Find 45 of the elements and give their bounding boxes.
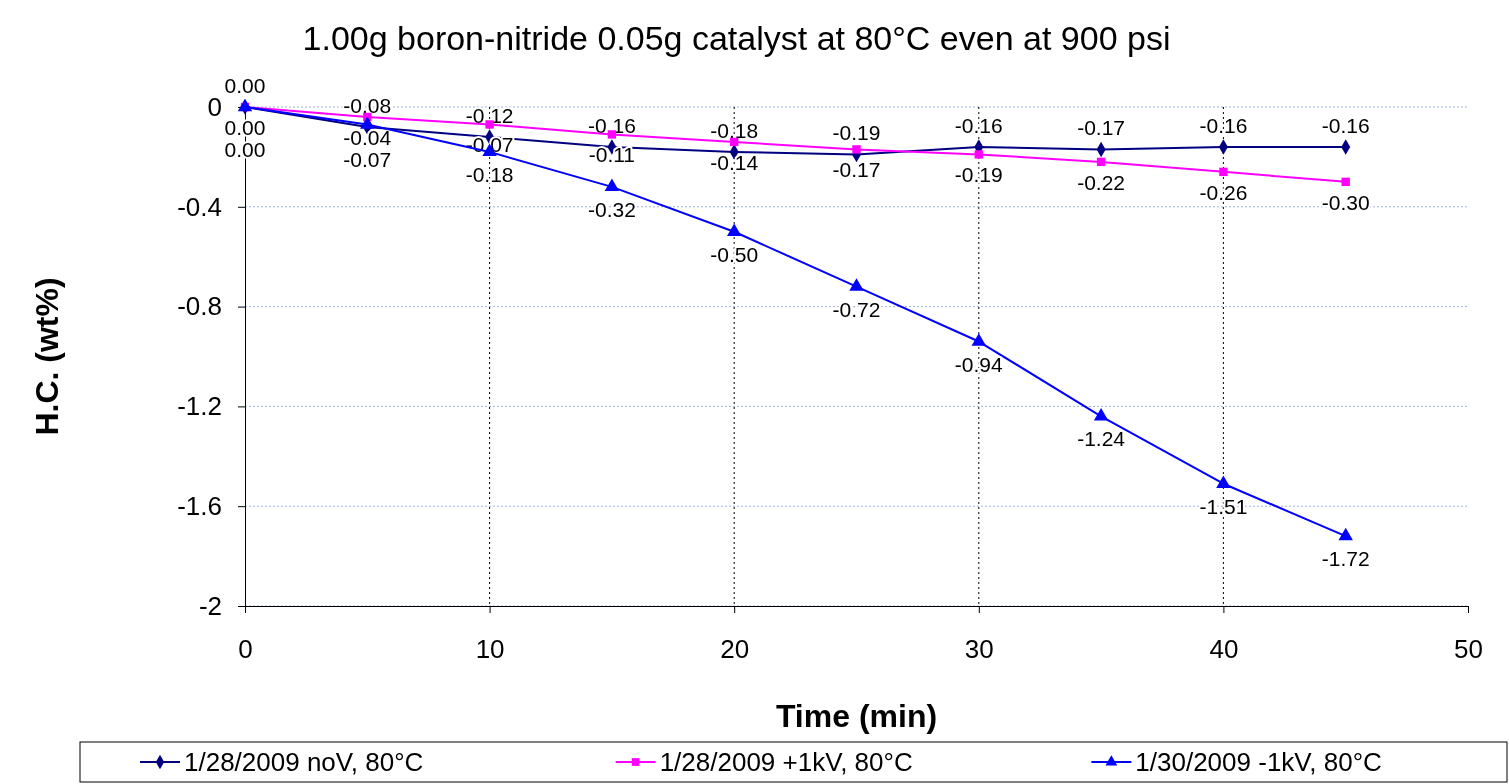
data-label: -0.19 (954, 163, 1003, 187)
chart-title: 1.00g boron-nitride 0.05g catalyst at 80°C even at 900 psi (302, 19, 1171, 57)
data-label: -0.11 (588, 143, 636, 167)
data-label: -0.17 (832, 158, 881, 182)
legend-label: 1/28/2009 noV, 80°C (184, 747, 424, 777)
data-label: -0.16 (954, 113, 1003, 137)
legend-label: 1/28/2009 +1kV, 80°C (659, 747, 913, 777)
data-label: -0.72 (832, 297, 881, 321)
x-tick-label: 30 (964, 633, 994, 664)
y-tick-label: -0.8 (177, 291, 222, 322)
data-label: -0.50 (710, 242, 759, 266)
data-label: -0.26 (1199, 180, 1248, 204)
x-axis-title: Time (min) (775, 698, 938, 734)
data-label: 0.00 (224, 74, 266, 97)
data-label: -1.51 (1199, 494, 1248, 518)
x-tick-label: 50 (1454, 633, 1483, 664)
y-tick-label: -1.6 (177, 491, 222, 522)
data-label: -0.14 (710, 150, 759, 174)
data-label: -0.12 (465, 103, 514, 127)
y-tick-label: 0 (207, 91, 222, 122)
data-label: -0.07 (343, 147, 392, 171)
legend-label: 1/30/2009 -1kV, 80°C (1135, 747, 1382, 777)
x-tick-label: 10 (475, 633, 505, 664)
data-label: -0.16 (1321, 113, 1370, 137)
data-label: -0.22 (1077, 170, 1126, 194)
data-label: -0.08 (343, 93, 392, 117)
data-label: -0.16 (587, 113, 636, 137)
data-label: -0.18 (465, 162, 514, 186)
data-label: -0.19 (832, 121, 881, 145)
data-label: -0.04 (343, 125, 392, 149)
y-tick-label: -2 (198, 590, 222, 621)
x-tick-label: 20 (720, 633, 750, 664)
data-label: -1.24 (1077, 427, 1126, 451)
data-label: -0.94 (954, 352, 1004, 376)
y-axis-title: H.C. (wt%) (29, 277, 65, 436)
y-tick-label: -1.2 (177, 391, 222, 422)
data-label: -0.17 (1077, 116, 1126, 140)
y-tick-label: -0.4 (177, 191, 222, 222)
data-label: -0.30 (1321, 190, 1370, 214)
data-label: -0.16 (1199, 113, 1248, 137)
data-label: -0.32 (587, 197, 636, 221)
data-label: -1.72 (1321, 547, 1370, 571)
x-tick-label: 40 (1209, 633, 1239, 664)
x-tick-label: 0 (238, 633, 253, 664)
data-label: -0.18 (710, 118, 759, 142)
